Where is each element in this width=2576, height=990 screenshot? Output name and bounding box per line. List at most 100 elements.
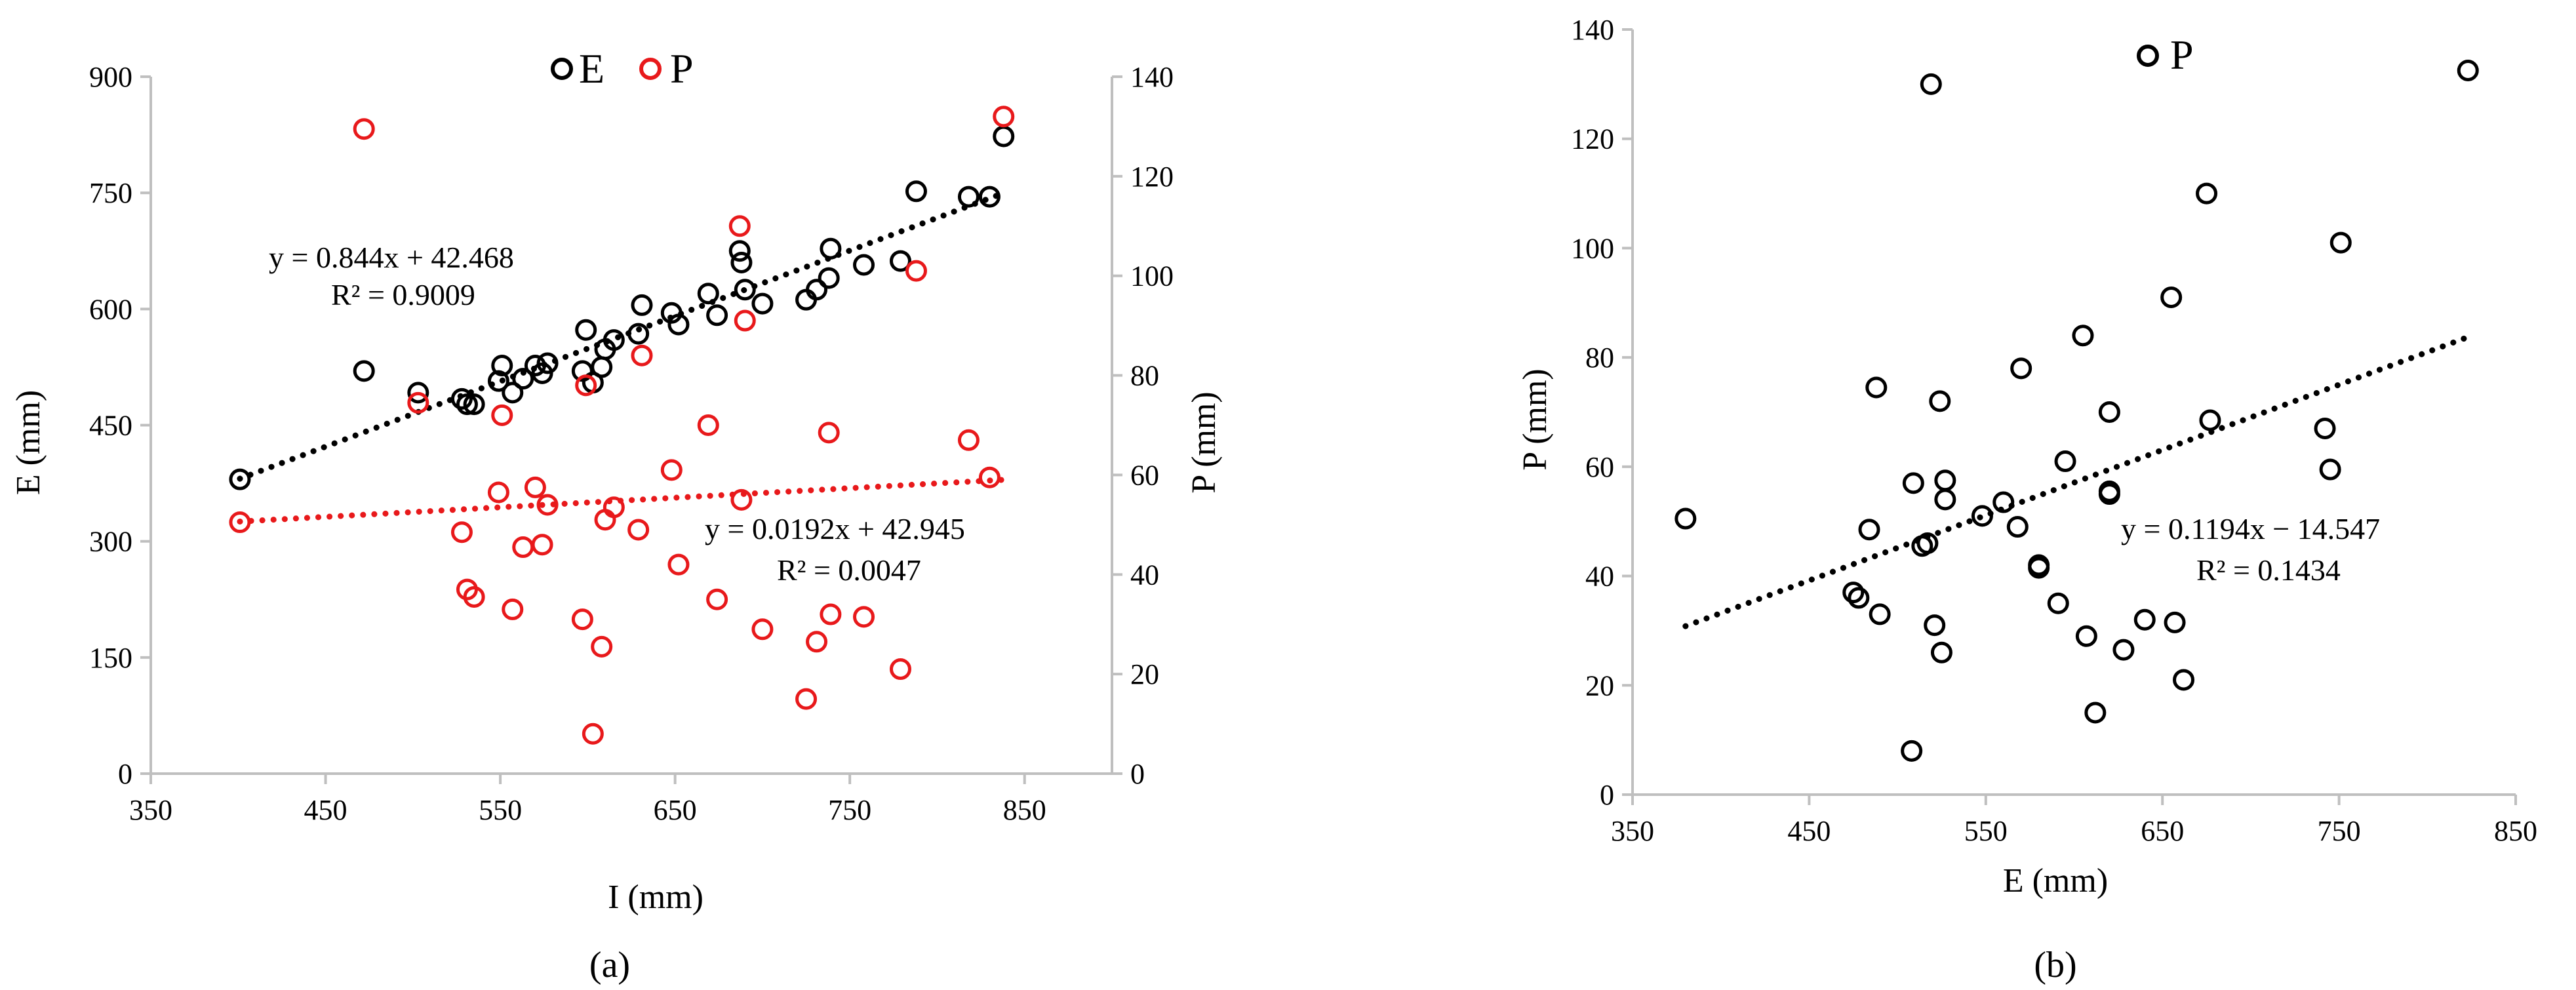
point-p-a	[853, 606, 875, 628]
point-p-a	[229, 511, 251, 534]
point-p-b	[2314, 418, 2336, 440]
y-axis-title-b: P (mm)	[1516, 368, 1554, 471]
point-p-a	[571, 608, 593, 631]
point-e-a	[853, 254, 875, 276]
point-p-b	[2054, 450, 2076, 473]
point-e-a	[728, 240, 751, 262]
y-tick-label-a: 450	[89, 410, 132, 442]
point-e-a	[407, 382, 429, 404]
legend-marker-p	[639, 58, 662, 80]
panel-label-a: (a)	[589, 945, 630, 985]
legend-b: P	[2137, 31, 2194, 78]
point-p-a	[502, 598, 524, 620]
y-tick-label-b: 40	[1585, 561, 1614, 593]
legend-marker-p-b	[2137, 45, 2159, 67]
panel-label-b: (b)	[2034, 945, 2076, 985]
point-p-b	[1934, 469, 1956, 492]
point-p-a	[603, 496, 625, 519]
y-tick-label-a: 300	[89, 526, 132, 558]
x-tick-label-a: 350	[129, 794, 172, 826]
y-tick-label-a: 600	[89, 293, 132, 325]
x-tick-label-a: 650	[654, 794, 697, 826]
trendline-equation-e: y = 0.844x + 42.468	[269, 241, 514, 274]
point-p-b	[1848, 587, 1870, 609]
point-p-a	[631, 344, 653, 366]
point-p-b	[2028, 557, 2050, 579]
x-axis-title-b: E (mm)	[2003, 862, 2108, 900]
point-p-b	[2173, 669, 2195, 691]
point-p-a	[512, 536, 534, 559]
point-p-b	[2098, 401, 2120, 423]
point-p-b	[1901, 740, 1923, 762]
point-p-a	[734, 309, 756, 332]
point-p-a	[575, 374, 597, 397]
x-axis-title-a: I (mm)	[608, 879, 703, 916]
point-p-b	[2457, 60, 2479, 82]
x-tick-label-b: 650	[2141, 815, 2184, 847]
point-p-a	[667, 553, 690, 576]
point-p-b	[2098, 483, 2120, 505]
point-p-a	[536, 494, 559, 516]
y2-tick-label-a: 20	[1130, 658, 1159, 690]
trendline-r2-p: R² = 0.0047	[777, 553, 921, 587]
point-p-b	[1971, 505, 1993, 527]
point-e-a	[536, 352, 559, 374]
y-tick-label-b: 0	[1600, 779, 1614, 811]
point-p-b	[2199, 409, 2221, 431]
point-p-b	[1924, 614, 1946, 637]
y2-axis-title-a: P (mm)	[1185, 391, 1223, 494]
point-p-a	[407, 391, 429, 414]
point-e-a	[450, 387, 473, 410]
point-p-a	[820, 603, 842, 625]
y2-tick-label-a: 140	[1130, 61, 1174, 93]
point-e-a	[463, 393, 485, 416]
axes-b: 0 20 40 60 80 100 120 140 350 450 550 650 750 850	[1571, 14, 2537, 847]
point-p-a	[463, 585, 485, 608]
point-p-b	[2006, 516, 2029, 538]
point-p-a	[627, 519, 650, 541]
point-p-b	[2133, 608, 2156, 631]
marks-a	[229, 106, 1015, 745]
point-p-b	[2010, 357, 2032, 380]
point-p-a	[531, 534, 553, 556]
point-p-b	[1929, 390, 1951, 412]
point-p-b	[1920, 73, 1942, 95]
point-e-a	[993, 125, 1015, 148]
point-p-a	[795, 688, 818, 710]
y-tick-label-a: 750	[89, 177, 132, 209]
point-e-a	[905, 180, 927, 203]
point-p-b	[2160, 286, 2183, 308]
point-e-a	[660, 302, 683, 324]
x-tick-label-b: 850	[2494, 815, 2537, 847]
y-tick-label-b: 20	[1585, 669, 1614, 702]
point-e-a	[487, 370, 509, 392]
point-p-b	[1842, 582, 1865, 604]
legend-marker-e	[551, 58, 573, 80]
point-p-b	[2329, 231, 2352, 254]
point-p-a	[993, 106, 1015, 128]
point-p-b	[2072, 325, 2094, 347]
point-p-b	[1930, 641, 1952, 663]
point-p-a	[450, 521, 473, 544]
y-tick-label-a: 150	[89, 642, 132, 674]
y-tick-label-b: 140	[1571, 14, 1614, 46]
point-p-a	[353, 118, 375, 140]
point-p-a	[806, 631, 828, 653]
point-e-a	[795, 288, 818, 311]
y-tick-label-b: 120	[1571, 123, 1614, 155]
y2-tick-label-a: 120	[1130, 161, 1174, 193]
point-p-b	[2084, 702, 2107, 724]
point-p-a	[524, 476, 546, 498]
point-p-a	[706, 588, 728, 610]
trendline-p-b	[1682, 334, 2471, 629]
point-e-a	[706, 304, 728, 327]
x-tick-label-a: 550	[479, 794, 522, 826]
x-tick-label-b: 450	[1787, 815, 1831, 847]
point-p-a	[591, 635, 613, 658]
y-tick-label-b: 60	[1585, 451, 1614, 483]
point-e-a	[591, 356, 613, 378]
y-tick-label-a: 900	[89, 61, 132, 93]
point-e-a	[978, 186, 1001, 208]
point-p-a	[728, 215, 751, 237]
point-e-a	[627, 323, 650, 345]
